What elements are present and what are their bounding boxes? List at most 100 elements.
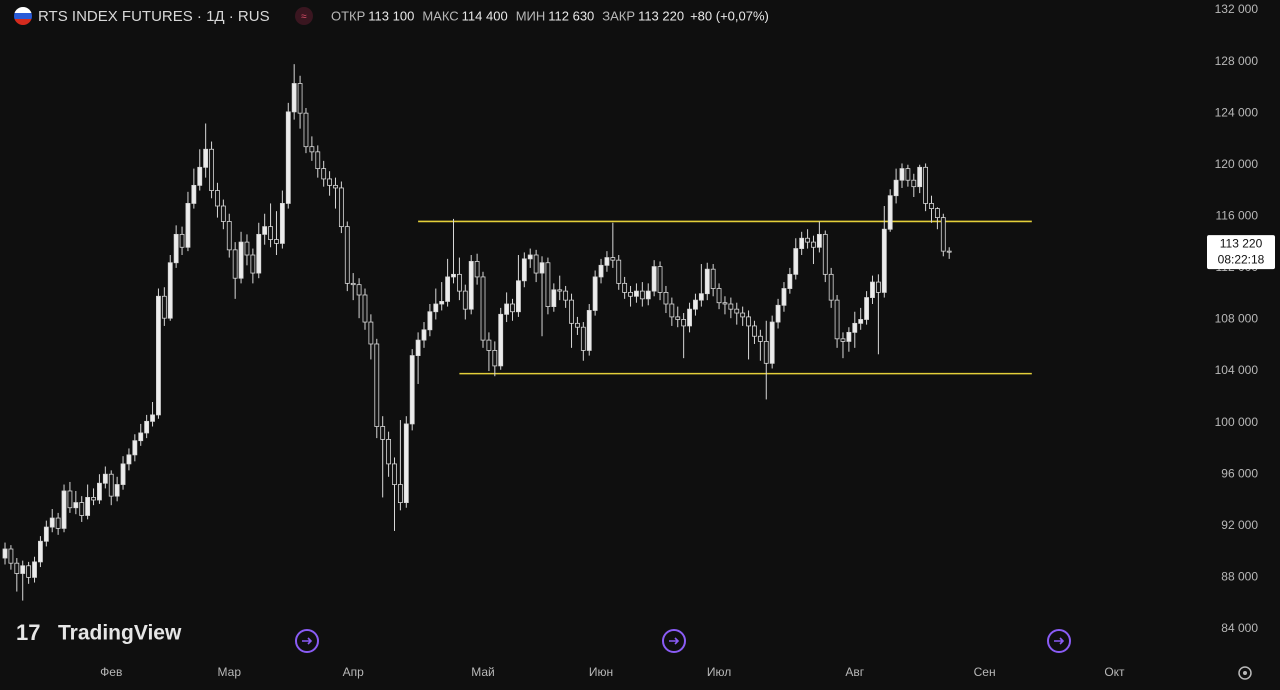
candle-body [350,282,356,286]
candle-body [61,490,67,529]
candle-body [315,151,321,170]
candle-body [232,249,238,279]
stat-value: 114 400 [462,8,508,23]
candle-body [858,319,864,324]
candle-body [563,290,569,301]
settings-gear[interactable] [1238,666,1252,680]
candle-body [533,254,539,274]
candle-body [622,282,628,293]
replay-icon[interactable] [662,629,686,653]
y-tick-label: 108 000 [1215,312,1259,326]
candle-body [875,281,881,293]
candle-body [651,266,657,292]
candle-body [386,439,391,465]
candle-body [870,281,875,298]
candle-body [220,205,226,222]
candle-body [445,276,451,302]
candle-body [893,179,899,197]
x-tick-label: Сен [974,665,996,679]
candle-body [215,190,220,207]
candle-body [852,322,858,333]
candle-body [628,292,633,297]
candle-body [763,341,769,364]
y-tick-label: 128 000 [1215,54,1259,68]
candle-body [610,257,616,261]
candle-body [557,289,563,292]
stat-value: 113 220 [638,8,684,23]
candle-body [250,254,256,274]
candle-body [185,203,191,248]
flag-icon [14,7,32,25]
candle-body [740,312,746,318]
candle-body [285,111,291,204]
candle-body [775,304,781,323]
candle-body [173,233,179,264]
y-tick-label: 120 000 [1215,157,1259,171]
candle-body [752,325,757,337]
candle-body [238,241,244,279]
x-tick-label: Окт [1104,665,1125,679]
candle-body [616,259,622,284]
candle-body [917,166,923,188]
candle-body [551,289,557,307]
candle-body [14,562,20,574]
candle-body [209,148,214,191]
candle-body [421,329,427,341]
candle-body [451,273,456,278]
candle-body [456,273,462,292]
candle-body [498,313,504,367]
candle-body [899,168,905,181]
candle-body [946,250,952,253]
candle-body [657,266,663,293]
settings-icon[interactable] [1238,666,1252,680]
y-tick-label: 124 000 [1215,105,1259,119]
candle-body [698,293,704,301]
candle-body [905,168,911,181]
candle-body [734,308,740,314]
candle-body [327,178,332,186]
plot-area: 84 000 88 000 92 000 96 000 100 000 104 000 10… [2,2,1275,679]
y-tick-label: 88 000 [1221,570,1258,584]
candle-body [728,303,734,310]
candle-body [380,426,386,440]
candle-body [108,473,114,497]
candle-body [887,195,893,230]
candle-body [486,339,492,351]
candle-body [834,299,840,340]
candle-body [462,290,468,310]
candle-body [704,268,710,295]
x-tick-label: Мар [218,665,242,679]
stat-label: МАКС [422,8,458,23]
replay-icons [295,629,1071,653]
watermark-logo: 17 TradingView [16,620,182,645]
candle-body [598,264,604,278]
candle-body [539,262,545,274]
candle-body [693,299,698,310]
candle-body [244,241,250,256]
ohlc-stats: ОТКР 113 100 МАКС 114 400 МИН 112 630 ЗАКР 113 … [331,8,769,23]
candle-body [586,310,592,351]
candle-body [55,517,61,529]
source-icon[interactable] [295,7,313,25]
candle-body [167,262,173,319]
candle-body [338,187,344,228]
symbol-title: RTS INDEX FUTURES · 1Д · RUS [38,8,270,25]
candle-body [132,440,138,456]
candle-body [144,420,150,434]
candle-body [846,331,852,342]
candle-body [722,302,728,305]
candle-body [510,303,515,313]
candle-body [781,288,787,306]
candle-body [433,303,439,313]
candle-body [929,203,934,209]
stat-label: ЗАКР [602,8,635,23]
candle-body [881,228,887,293]
replay-icon[interactable] [1047,629,1071,653]
candle-body [480,276,486,341]
replay-icon[interactable] [295,629,319,653]
candle-body [516,280,521,313]
replay-arrow [669,637,680,645]
candle-body [575,322,580,328]
